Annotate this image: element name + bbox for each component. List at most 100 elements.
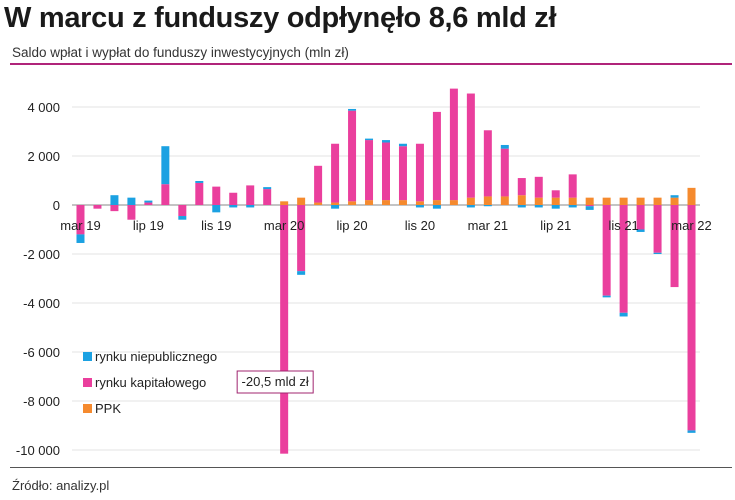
- x-tick-label: mar 22: [671, 218, 711, 233]
- footer-divider: [10, 467, 732, 468]
- bar-ppk: [280, 201, 289, 205]
- bar-rynku-niepublicznego: [398, 143, 407, 147]
- bar-ppk: [568, 197, 577, 205]
- bar-rynku-kapita-owego: [602, 205, 611, 296]
- bar-rynku-kapita-owego: [432, 111, 441, 201]
- bar-rynku-niepublicznego: [568, 205, 577, 208]
- bar-rynku-niepublicznego: [653, 252, 662, 254]
- bar-ppk: [534, 197, 543, 205]
- bar-rynku-niepublicznego: [619, 312, 628, 317]
- y-tick-label: 0: [53, 198, 60, 213]
- bar-rynku-niepublicznego: [195, 180, 204, 183]
- x-tick-label: lis 20: [405, 218, 435, 233]
- y-tick-label: -2 000: [23, 247, 60, 262]
- bar-ppk: [517, 195, 526, 205]
- bar-rynku-kapita-owego: [365, 140, 374, 201]
- bar-rynku-kapita-owego: [653, 205, 662, 253]
- bar-rynku-niepublicznego: [331, 205, 340, 209]
- bar-rynku-kapita-owego: [415, 143, 424, 202]
- x-tick-label: lis 19: [201, 218, 231, 233]
- bar-rynku-kapita-owego: [517, 178, 526, 196]
- bar-rynku-niepublicznego: [178, 216, 187, 220]
- bar-rynku-kapita-owego: [449, 88, 458, 201]
- bar-rynku-kapita-owego: [280, 205, 289, 454]
- x-tick-label: lip 21: [540, 218, 571, 233]
- legend-label: rynku niepublicznego: [95, 349, 217, 364]
- y-tick-label: 2 000: [27, 149, 60, 164]
- bar-ppk: [619, 197, 628, 205]
- bar-rynku-niepublicznego: [585, 206, 594, 210]
- legend-label: PPK: [95, 401, 121, 416]
- bar-ppk: [602, 197, 611, 205]
- y-tick-label: -8 000: [23, 394, 60, 409]
- bar-rynku-niepublicznego: [246, 205, 255, 208]
- bar-rynku-niepublicznego: [348, 108, 357, 111]
- bar-rynku-kapita-owego: [636, 205, 645, 230]
- bar-rynku-kapita-owego: [229, 192, 238, 205]
- bar-rynku-kapita-owego: [670, 205, 679, 288]
- bar-rynku-niepublicznego: [415, 205, 424, 208]
- x-tick-label: lip 20: [337, 218, 368, 233]
- bar-rynku-kapita-owego: [144, 202, 153, 205]
- bar-rynku-kapita-owego: [93, 205, 102, 209]
- title-divider: [10, 63, 732, 65]
- y-tick-label: -4 000: [23, 296, 60, 311]
- chart-subtitle: Saldo wpłat i wypłat do funduszy inwesty…: [12, 45, 349, 60]
- bar-rynku-niepublicznego: [263, 187, 272, 190]
- bar-ppk: [365, 200, 374, 205]
- bar-rynku-niepublicznego: [382, 140, 390, 143]
- bar-rynku-kapita-owego: [212, 186, 221, 205]
- bar-ppk: [653, 197, 662, 205]
- bar-ppk: [585, 197, 594, 205]
- source-note: Źródło: analizy.pl: [12, 478, 110, 493]
- bar-rynku-niepublicznego: [551, 205, 560, 209]
- bar-ppk: [314, 202, 323, 205]
- x-tick-label: lis 21: [608, 218, 638, 233]
- bar-rynku-kapita-owego: [466, 93, 475, 198]
- bar-rynku-niepublicznego: [636, 229, 645, 232]
- bar-ppk: [382, 200, 390, 205]
- bar-ppk: [500, 196, 509, 205]
- legend-swatch: [83, 404, 92, 413]
- bar-ppk: [297, 197, 306, 205]
- bar-ppk: [449, 200, 458, 205]
- bar-rynku-niepublicznego: [297, 271, 306, 275]
- bar-rynku-kapita-owego: [127, 205, 136, 220]
- bar-ppk: [415, 201, 424, 205]
- chart-title: W marcu z funduszy odpłynęło 8,6 mld zł: [4, 2, 557, 34]
- legend-label: rynku kapitałowego: [95, 375, 206, 390]
- bar-rynku-niepublicznego: [687, 430, 696, 433]
- bar-rynku-kapita-owego: [348, 110, 357, 202]
- bar-ppk: [670, 197, 679, 205]
- bar-rynku-kapita-owego: [195, 182, 204, 205]
- bar-rynku-kapita-owego: [161, 184, 170, 205]
- legend-swatch: [83, 378, 92, 387]
- bar-rynku-kapita-owego: [619, 205, 628, 313]
- bar-rynku-niepublicznego: [144, 200, 153, 203]
- bar-rynku-kapita-owego: [568, 174, 577, 198]
- bar-ppk: [331, 202, 340, 205]
- bar-rynku-niepublicznego: [229, 205, 238, 208]
- legend-swatch: [83, 352, 92, 361]
- bar-rynku-kapita-owego: [534, 176, 543, 198]
- bar-rynku-kapita-owego: [483, 130, 492, 197]
- bar-rynku-niepublicznego: [212, 205, 221, 213]
- bar-rynku-kapita-owego: [178, 205, 187, 217]
- bar-rynku-niepublicznego: [500, 144, 509, 149]
- bar-rynku-niepublicznego: [127, 197, 136, 205]
- x-tick-label: mar 20: [264, 218, 304, 233]
- bar-ppk: [551, 197, 560, 205]
- x-tick-label: lip 19: [133, 218, 164, 233]
- y-tick-label: -10 000: [16, 443, 60, 458]
- bar-ppk: [483, 196, 492, 205]
- bar-rynku-niepublicznego: [365, 138, 374, 141]
- x-tick-label: mar 21: [468, 218, 508, 233]
- bar-ppk: [398, 200, 407, 205]
- annotation-box: [236, 370, 314, 394]
- bar-rynku-kapita-owego: [76, 205, 85, 235]
- bar-rynku-niepublicznego: [466, 205, 475, 208]
- bar-ppk: [348, 201, 357, 205]
- y-tick-label: 4 000: [27, 100, 60, 115]
- bar-ppk: [687, 187, 696, 205]
